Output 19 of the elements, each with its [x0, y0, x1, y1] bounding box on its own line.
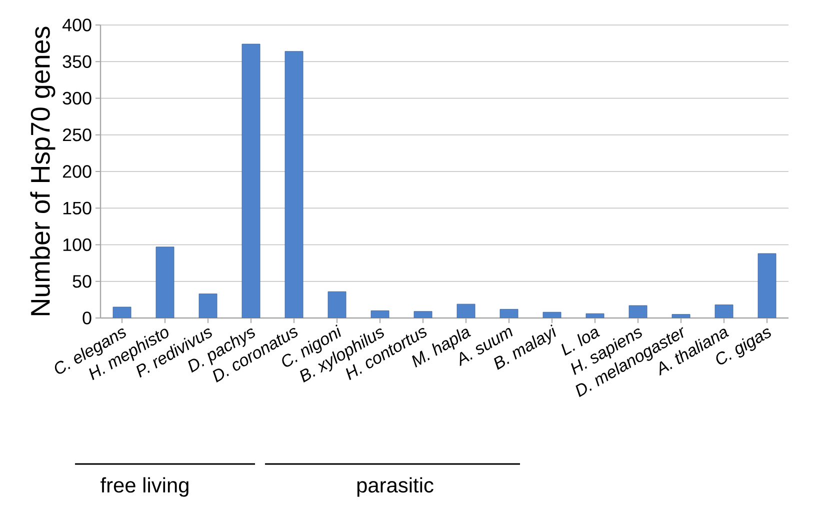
bar [715, 304, 734, 318]
bar [328, 291, 346, 318]
y-tick-label: 400 [62, 18, 92, 32]
text: free living [100, 477, 188, 497]
bar [242, 44, 260, 318]
bar [198, 294, 218, 318]
text: parasitic [357, 477, 434, 497]
y-tick-label: 150 [63, 202, 92, 214]
y-tick-label: 250 [62, 128, 92, 142]
y-axis-title: Number of Hsp70 genes [30, 26, 56, 316]
bar [156, 246, 174, 318]
bar [758, 253, 776, 318]
bar [284, 51, 304, 318]
y-tick-label: 300 [62, 92, 92, 105]
y-tick-label: 0 [82, 312, 92, 324]
y-tick-label: 100 [63, 238, 92, 252]
y-tick-label: 50 [72, 275, 92, 288]
y-tick-label: 200 [62, 165, 92, 178]
y-tick-label: 350 [62, 55, 92, 68]
